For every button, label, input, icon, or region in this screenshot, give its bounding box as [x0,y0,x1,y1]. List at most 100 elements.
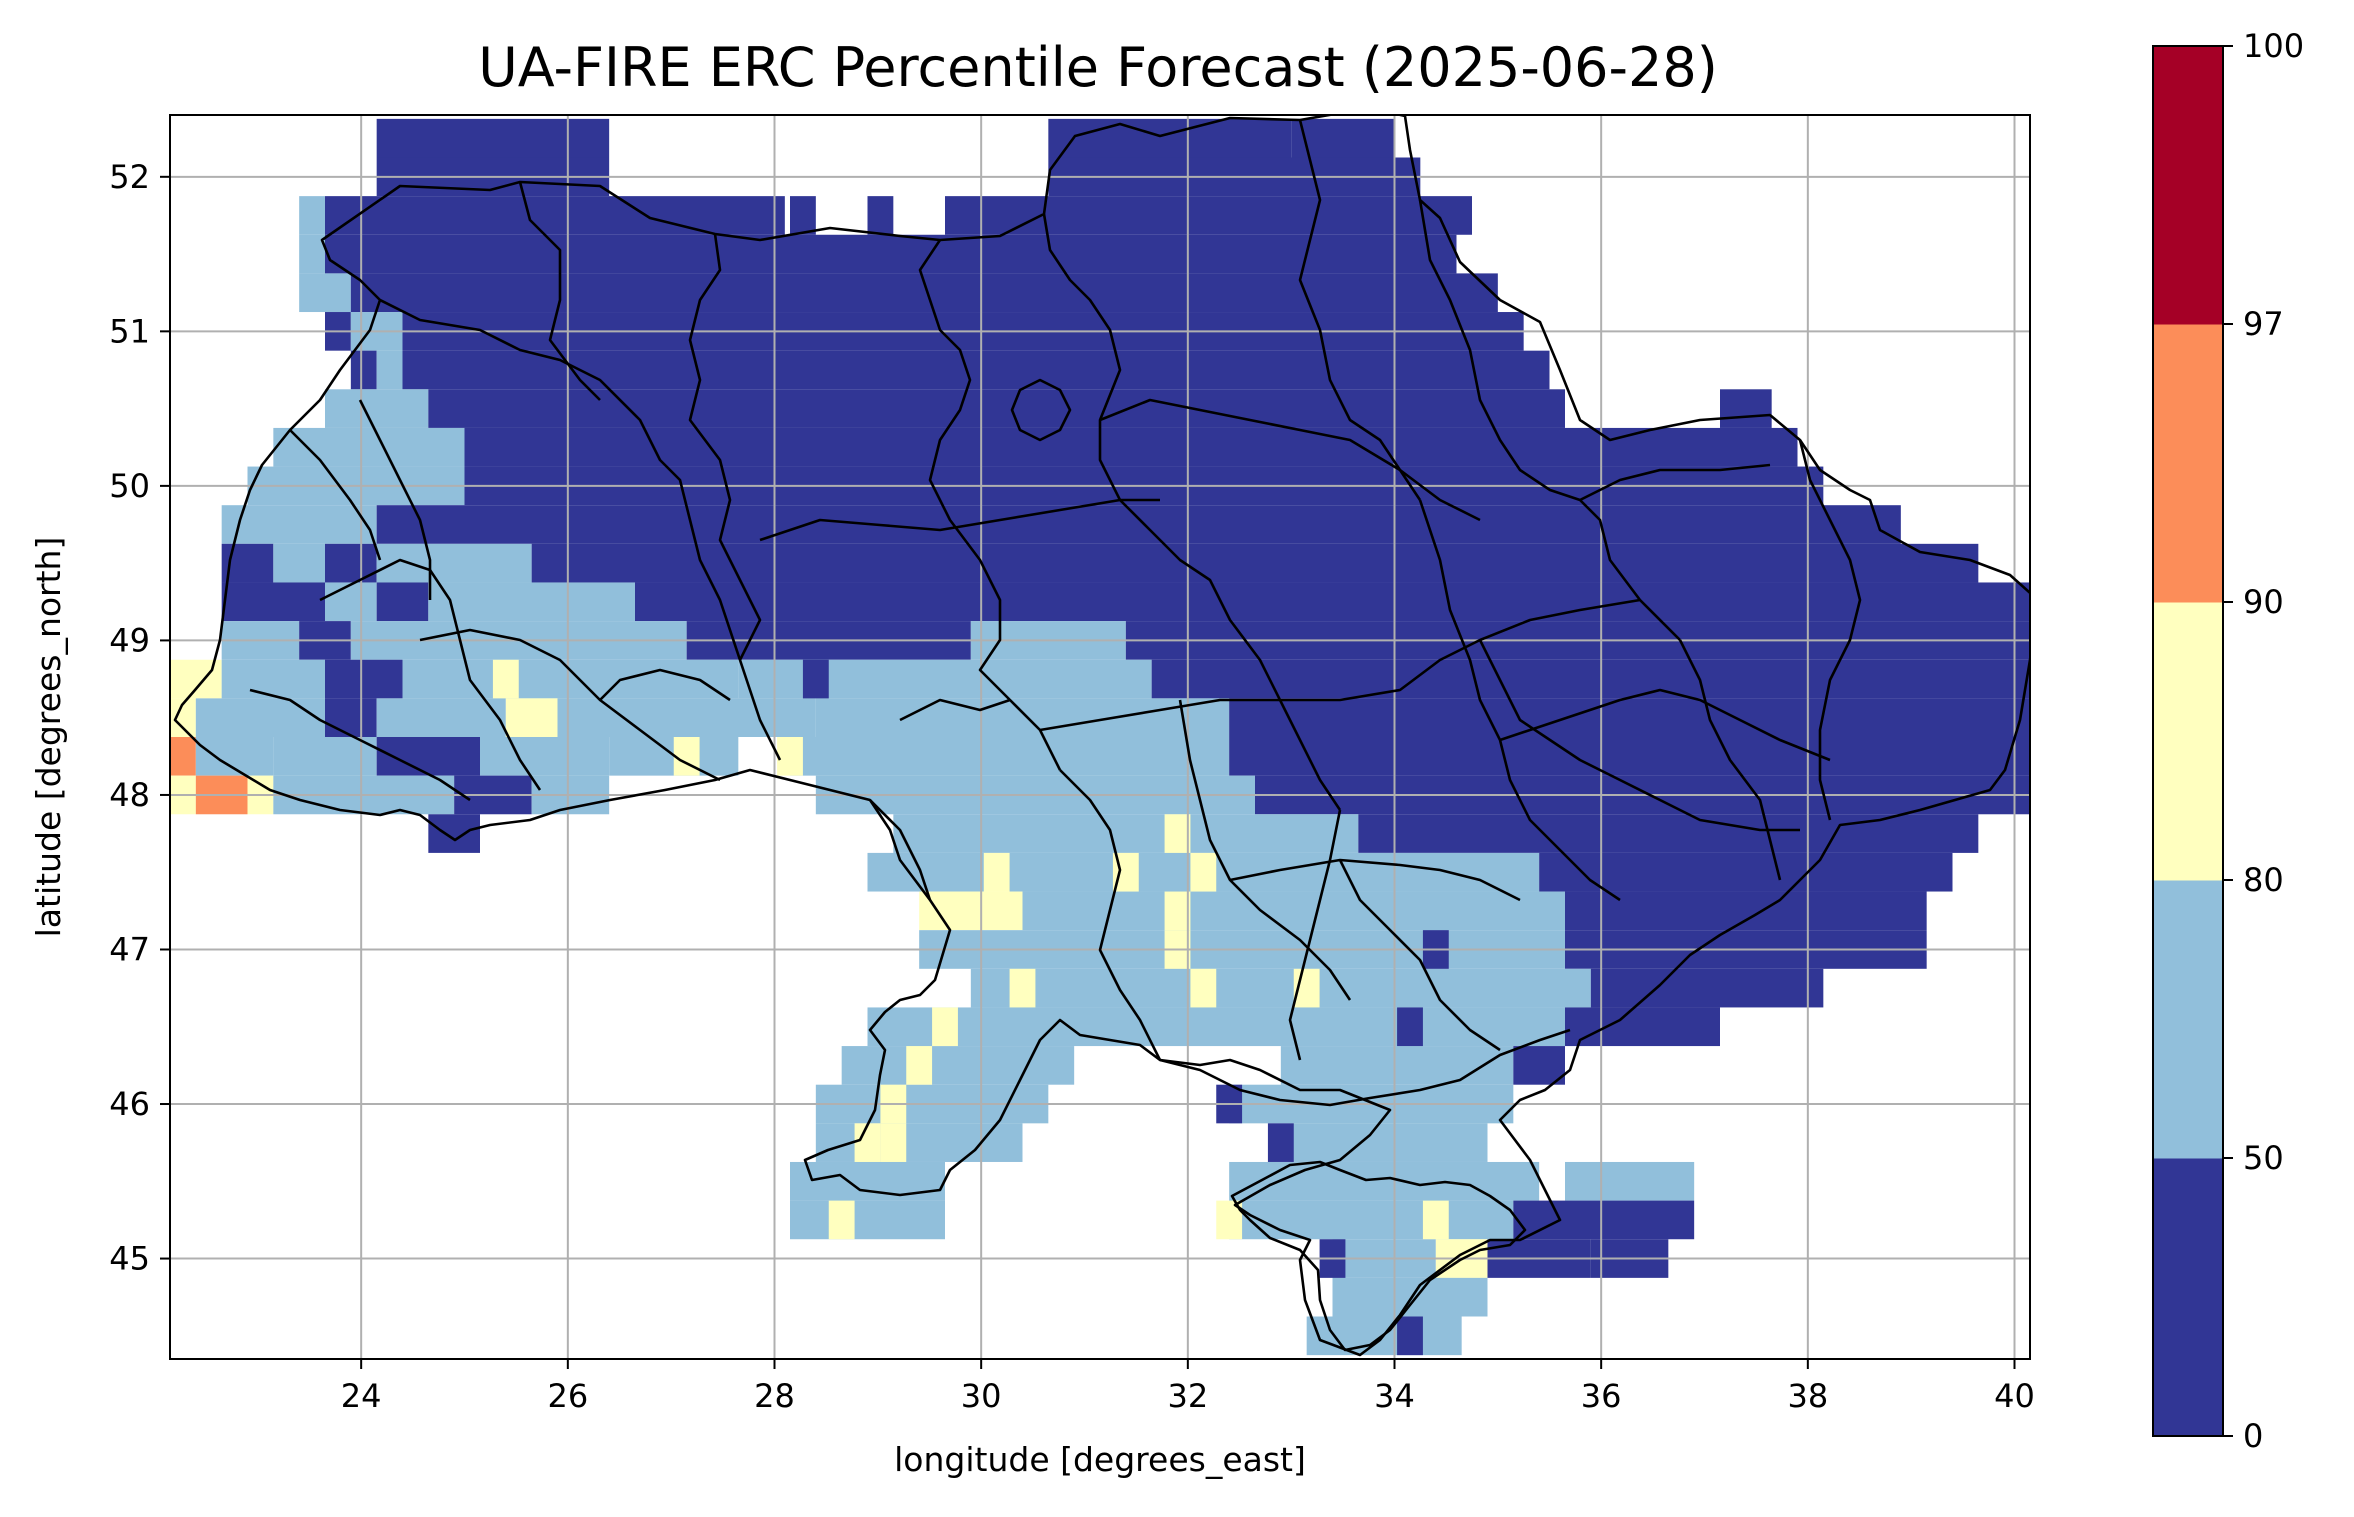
grid-cell [1009,968,1036,1008]
oblast-border [379,298,782,761]
grid-cell-run [325,698,377,737]
grid-cell-run [635,582,2030,622]
oblast-border [1059,769,1162,1061]
grid-cell-run [1229,1200,1514,1240]
colorbar-tick-label: 0 [2243,1417,2263,1455]
grid-cell-run [1048,118,1292,158]
grid-cell-run [273,737,377,776]
oblast-border [518,181,601,401]
grid-cell [1164,891,1191,931]
oblast-border [1338,859,1501,1052]
y-tick-label: 45 [109,1240,150,1278]
y-tick-label: 51 [109,312,150,350]
grid-cell [1397,1316,1423,1356]
chart-title: UA-FIRE ERC Percentile Forecast (2025-06… [478,36,1718,99]
grid-cell-run [350,350,377,390]
y-tick-label: 50 [109,467,150,505]
grid-cell-run [1565,1161,1695,1201]
grid-cell-run [195,698,325,737]
country-outline [173,115,2030,1357]
colorbar-tick-label: 97 [2243,305,2284,343]
grid-cell-run [221,582,325,622]
grid-cell [932,1007,958,1047]
y-tick-label: 52 [109,158,150,196]
grid-cell-run [273,543,325,583]
oblast-border [249,688,471,802]
colorbar-bin [2153,324,2223,603]
grid-cell-run [299,273,351,313]
grid-cell-run [841,1046,1075,1085]
grid-cell-run [428,389,1565,428]
oblast-border [1478,639,1800,832]
grid-cell [828,1200,855,1240]
oblast-border [1099,398,1481,522]
grid-cell-run [376,118,610,158]
grid-cell [880,1123,907,1162]
x-tick-label: 26 [547,1377,588,1415]
oblast-border [358,399,432,600]
grid-cell [1422,1200,1449,1240]
oblast-border [1678,639,1782,881]
grid-cell-run [273,427,465,467]
grid-cell-run [1229,698,2030,737]
grid-cell [1267,1123,1294,1162]
grid-cell-run [790,737,1230,776]
colorbar-bin [2153,880,2223,1159]
oblast-border [759,498,1160,542]
grid-cell-run [790,1161,945,1201]
grid-cell-run [1022,891,1565,931]
grid-cell-run [738,659,1152,699]
oblast-border [419,628,721,782]
grid-cell-run [1229,737,2030,776]
colorbar-bin [2153,1158,2223,1437]
x-axis-label: longitude [degrees_east] [894,1440,1306,1479]
x-tick-label: 28 [754,1377,795,1415]
x-axis-ticks: 24 26 28 30 32 34 36 38 40 [341,1359,2035,1415]
grid-cell-run [464,427,1798,467]
grid-cell-run [325,234,1457,274]
x-tick-label: 38 [1787,1377,1828,1415]
grid-cell-run [1280,1046,1514,1085]
oblast-border [319,558,542,791]
colorbar: 0 50 80 90 97 100 [2152,27,2304,1455]
grid-cell-run [893,814,1359,853]
grid-cell-run [815,698,1230,737]
crimea-outline [1230,1160,1527,1352]
grid-cell-run [402,350,1550,390]
oblast-border [899,698,1011,722]
grid-cell-run [1291,1123,1488,1162]
grid-cell-run [867,1007,1565,1047]
grid-cell-run [402,659,739,699]
grid-cell [1164,814,1191,853]
grid-cell-run [376,698,506,737]
oblast-border [918,239,1062,771]
colorbar-frame [2152,45,2224,1437]
oblast-border [688,233,762,661]
colorbar-tick-label: 50 [2243,1139,2284,1177]
colorbar-bin [2153,602,2223,881]
y-tick-label: 46 [109,1085,150,1123]
x-tick-label: 30 [961,1377,1002,1415]
y-axis-label: latitude [degrees_north] [29,537,68,938]
y-tick-label: 48 [109,776,150,814]
y-tick-label: 47 [109,930,150,968]
grid-cell [777,737,803,776]
boundary-lines [173,115,2030,1357]
grid-cell-run [970,968,1591,1008]
x-tick-label: 32 [1167,1377,1208,1415]
grid-cell-run [170,737,196,776]
grid-cell-run [531,543,1979,583]
grid-cell-run [1151,659,2030,699]
x-tick-label: 36 [1581,1377,1622,1415]
grid-cell-run [945,196,1472,235]
grid-cell-run [919,891,1023,931]
grid-cell [802,659,829,699]
grid-cell-run [376,505,1901,544]
kyiv-city-border [1010,378,1072,442]
grid-cell [983,852,1010,892]
x-tick-label: 34 [1374,1377,1415,1415]
colorbar-bin [2153,46,2223,325]
x-tick-label: 24 [341,1377,382,1415]
oblast-border [1418,199,1681,641]
